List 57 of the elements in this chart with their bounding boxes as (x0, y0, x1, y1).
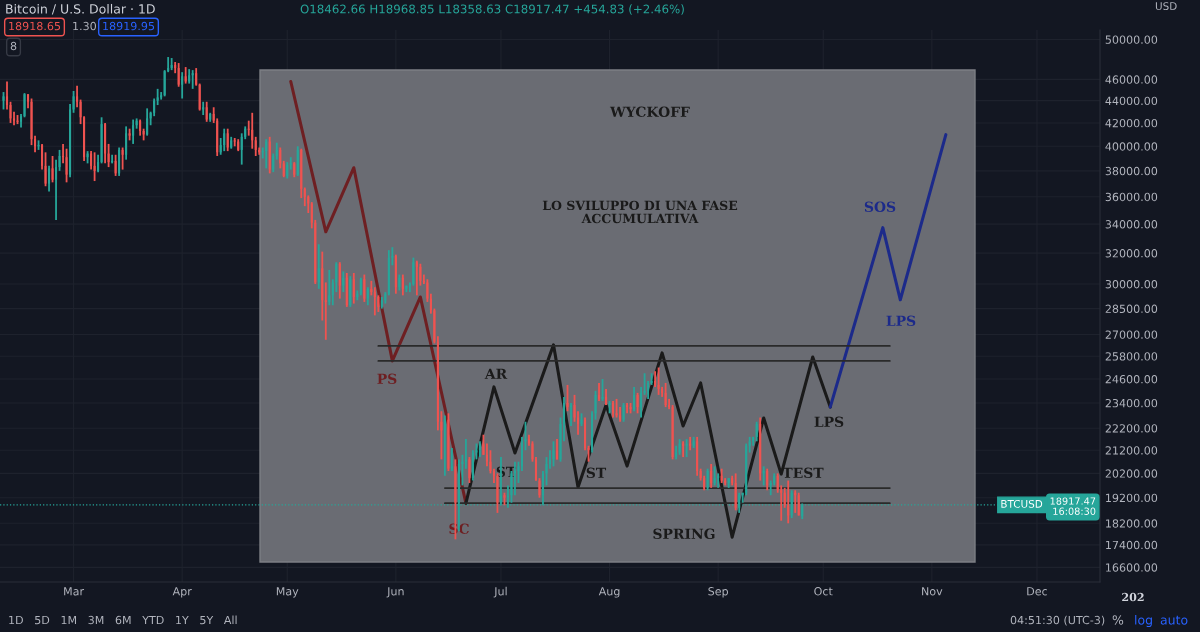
y-tick-label: 36000.00 (1105, 192, 1158, 202)
annotation: SPRING (653, 528, 715, 540)
ref-line-label: BTCUSD (1001, 499, 1043, 508)
annotation: LO SVILUPPO DI UNA FASE ACCUMULATIVA (542, 200, 738, 224)
text: log (1135, 614, 1152, 628)
y-tick-label: 27000.00 (1105, 330, 1158, 339)
text: 202 (1122, 592, 1144, 602)
annotation: SOS (864, 201, 896, 213)
annotation: WYCKOFF (609, 106, 690, 118)
x-tick-label: Mar (64, 587, 85, 596)
y-tick-label: 18200.00 (1106, 519, 1158, 528)
y-tick-label: 23400.00 (1105, 398, 1158, 408)
annotation: 18919.95 (103, 21, 155, 31)
y-tick-label: 30000.00 (1105, 280, 1158, 289)
x-tick-label: Oct (814, 587, 833, 596)
y-tick-label: 42000.00 (1105, 118, 1158, 128)
x-tick-label: Apr (172, 587, 192, 598)
annotation: 8 (10, 41, 17, 51)
annotation: TEST (782, 467, 824, 479)
annotation: LPS (886, 315, 916, 327)
y-tick-label: 34000.00 (1105, 220, 1158, 229)
y-tick-label: 24600.00 (1105, 375, 1158, 384)
chart-title: Bitcoin / U.S. Dollar · 1D (6, 3, 155, 15)
y-tick-label: 46000.00 (1105, 75, 1158, 84)
y-tick-label: 40000.00 (1105, 142, 1158, 151)
x-tick-label: Jul (493, 586, 507, 598)
text: USD (1155, 2, 1177, 11)
y-tick-label: 17400.00 (1106, 540, 1158, 550)
y-tick-label: 16600.00 (1106, 563, 1158, 572)
y-tick-label: 28500.00 (1105, 304, 1158, 313)
y-tick-label: 38000.00 (1105, 166, 1158, 176)
y-tick-label: 25800.00 (1105, 352, 1158, 361)
annotation: AR (484, 368, 508, 379)
y-tick-label: 50000.00 (1105, 35, 1158, 44)
annotation: 18918.65 (9, 21, 61, 31)
y-tick-label: 44000.00 (1105, 96, 1158, 106)
x-tick-label: Sep (708, 587, 729, 598)
text: % (1112, 615, 1124, 625)
text: 04:51:30 (UTC-3) (1010, 615, 1105, 626)
text: 1D 5D 1M 3M 6M YTD 1Y 5Y All (9, 615, 237, 625)
x-tick-label: Nov (922, 587, 943, 596)
annotation: 1.30 (73, 21, 96, 31)
y-tick-label: 32000.00 (1105, 249, 1158, 258)
text: auto (1160, 615, 1188, 625)
x-tick-label: May (276, 587, 299, 598)
annotation: PS (377, 373, 397, 385)
y-tick-label: 21200.00 (1105, 446, 1158, 455)
text: O18462.66 H18968.85 L18358.63 C18917.47 +454.83 (+2.46%) (300, 4, 684, 15)
annotation: ST (586, 467, 607, 479)
annotation: 18917.47 16:08:30 (1050, 497, 1096, 515)
y-tick-label: 22200.00 (1105, 424, 1158, 433)
x-tick-label: Jun (386, 587, 404, 598)
x-tick-label: Aug (598, 587, 620, 598)
y-tick-label: 19200.00 (1106, 493, 1158, 503)
x-tick-label: Dec (1027, 587, 1047, 596)
y-tick-label: 20200.00 (1105, 469, 1158, 478)
annotation: LPS (814, 416, 844, 428)
